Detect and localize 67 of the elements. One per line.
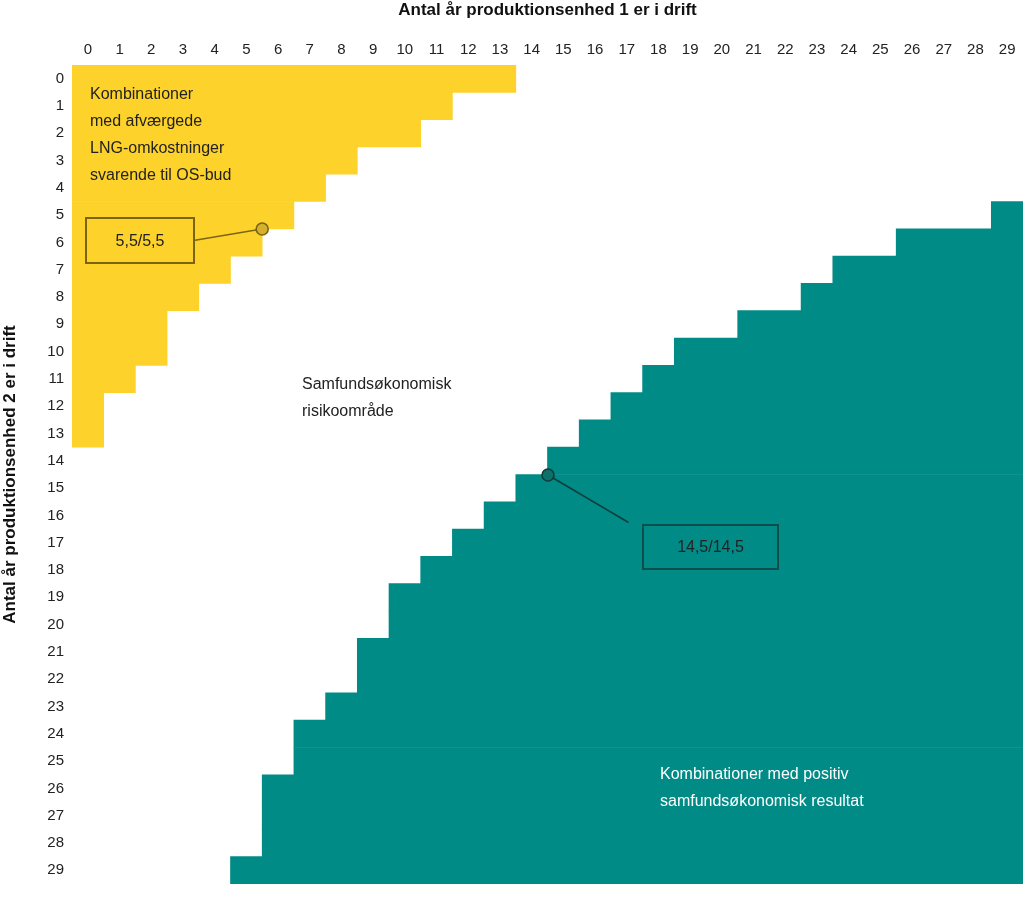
y-tick-label: 17 <box>47 532 64 550</box>
annotation: Kombinationer med positiv samfundsøkonomisk resultat <box>660 764 864 811</box>
x-tick-label: 11 <box>428 40 445 58</box>
annotation: Kombinationer med afværgede LNG-omkostninger svarende til OS-bud <box>90 84 232 185</box>
x-tick-label: 23 <box>808 40 826 58</box>
x-tick-label: 3 <box>178 40 188 58</box>
x-axis-title: Antal år produktionsenhed 1 er i drift <box>398 0 698 19</box>
x-tick-label: 25 <box>872 40 889 58</box>
y-tick-label: 4 <box>55 177 64 195</box>
x-tick-label: 10 <box>396 40 414 58</box>
x-tick-label: 7 <box>305 40 314 58</box>
x-tick-label: 17 <box>618 40 636 58</box>
x-tick-label: 27 <box>935 40 953 58</box>
x-tick-label: 12 <box>459 40 477 58</box>
x-tick-label: 28 <box>967 40 984 58</box>
x-tick-label: 29 <box>998 40 1016 58</box>
x-tick-label: 2 <box>147 40 156 58</box>
y-tick-label: 19 <box>47 587 64 605</box>
y-tick-label: 24 <box>47 723 64 741</box>
annotation: Samfundsøkonomisk risikoområde <box>302 374 452 421</box>
x-tick-label: 16 <box>586 40 604 58</box>
x-tick-label: 20 <box>713 40 731 58</box>
x-tick-label: 0 <box>83 40 93 58</box>
x-tick-label: 24 <box>840 40 857 58</box>
x-tick-label: 26 <box>903 40 921 58</box>
y-tick-label: 2 <box>55 123 64 141</box>
y-tick-label: 15 <box>47 478 64 496</box>
y-tick-label: 8 <box>55 287 64 305</box>
x-tick-label: 5 <box>242 40 251 58</box>
x-tick-label: 14 <box>523 40 540 58</box>
y-tick-label: 29 <box>47 860 64 878</box>
x-tick-label: 8 <box>337 40 346 58</box>
y-tick-label: 14 <box>47 450 64 468</box>
x-tick-label: 13 <box>491 40 509 58</box>
annotation: 5,5/5,5 <box>85 217 195 264</box>
x-tick-label: 6 <box>273 40 283 58</box>
x-tick-label: 22 <box>776 40 794 58</box>
x-tick-label: 4 <box>210 40 219 58</box>
x-tick-label: 15 <box>555 40 572 58</box>
y-tick-label: 18 <box>47 560 64 578</box>
y-tick-label: 12 <box>47 396 64 414</box>
x-tick-label: 19 <box>681 40 699 58</box>
y-tick-label: 21 <box>47 642 64 660</box>
x-tick-label: 21 <box>745 40 762 58</box>
y-tick-label: 10 <box>47 341 64 359</box>
y-tick-label: 13 <box>47 423 64 441</box>
y-axis-title: Antal år produktionsenhed 2 er i drift <box>0 324 19 624</box>
y-tick-label: 27 <box>47 805 64 823</box>
y-tick-label: 28 <box>47 833 64 851</box>
y-tick-label: 26 <box>47 778 64 796</box>
y-tick-label: 20 <box>47 614 64 632</box>
y-tick-label: 11 <box>48 369 64 387</box>
x-tick-label: 18 <box>650 40 667 58</box>
y-tick-label: 7 <box>55 259 64 277</box>
y-tick-label: 6 <box>55 232 64 250</box>
y-tick-label: 5 <box>55 205 64 223</box>
x-tick-label: 9 <box>368 40 378 58</box>
y-tick-label: 16 <box>47 505 64 523</box>
y-tick-label: 0 <box>55 68 64 86</box>
y-tick-label: 9 <box>55 314 64 332</box>
x-tick-label: 1 <box>115 40 124 58</box>
y-tick-label: 3 <box>55 150 64 168</box>
y-tick-label: 1 <box>55 96 64 114</box>
y-tick-label: 23 <box>47 696 64 714</box>
y-tick-label: 22 <box>47 669 64 687</box>
y-tick-label: 25 <box>47 751 64 769</box>
annotation: 14,5/14,5 <box>642 524 779 570</box>
